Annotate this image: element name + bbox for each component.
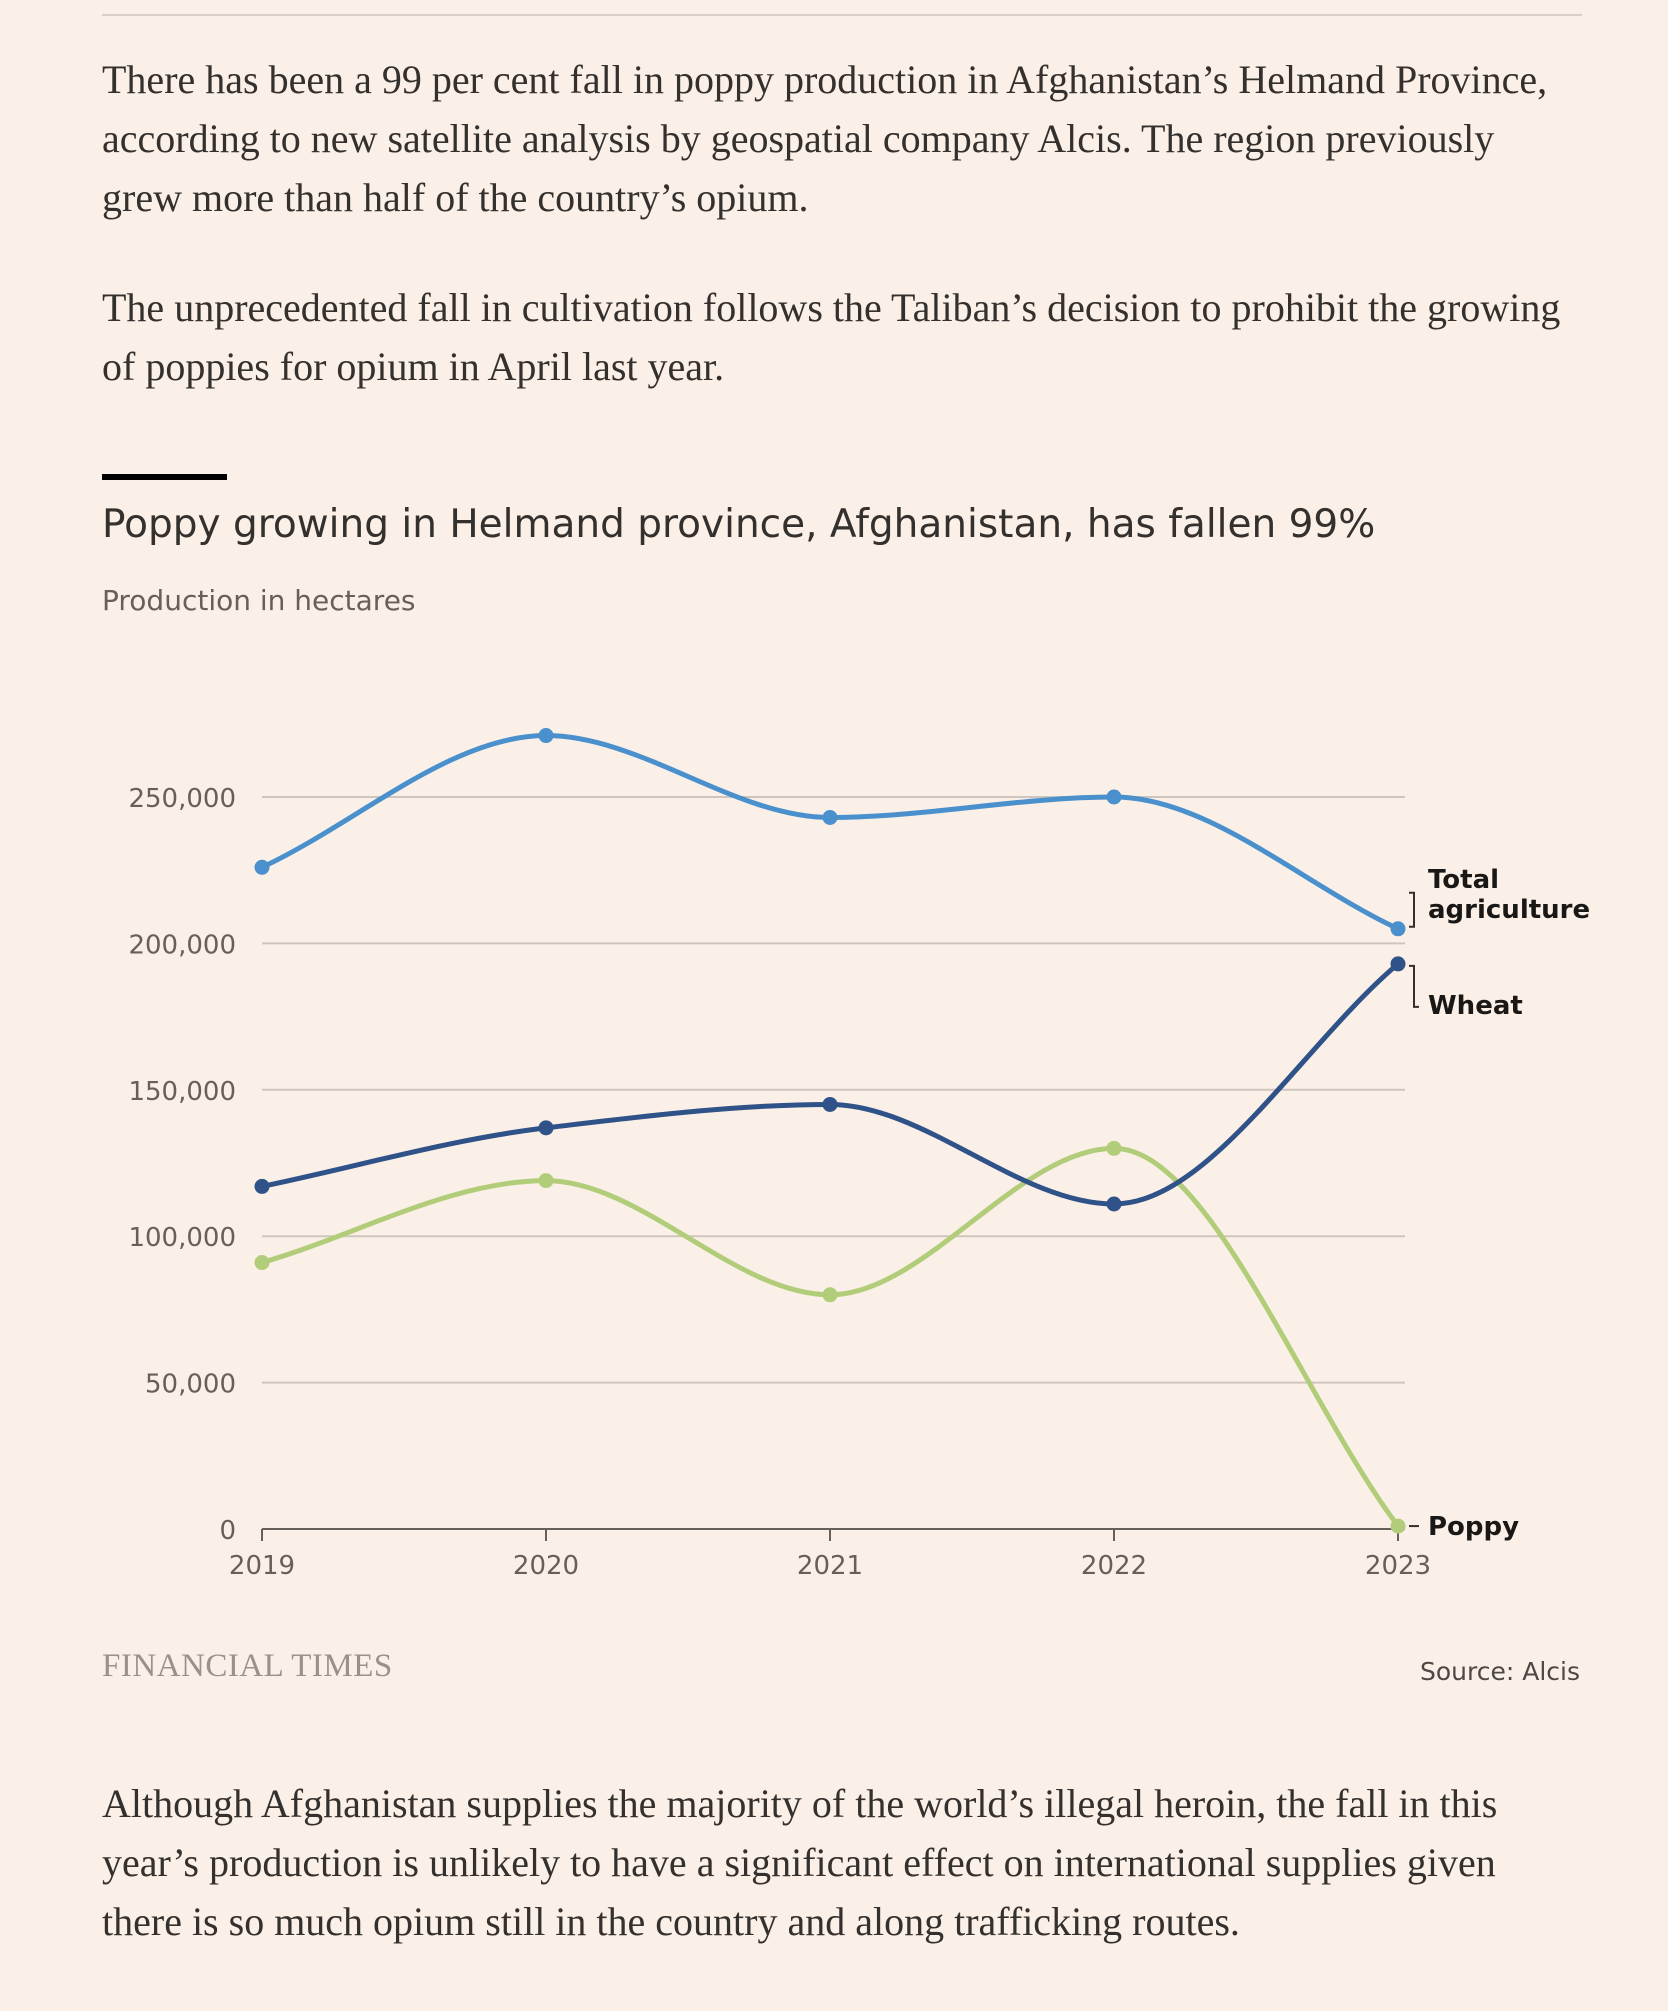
data-point-poppy xyxy=(1390,1518,1406,1534)
y-tick-label: 200,000 xyxy=(128,930,236,960)
x-tick-label: 2020 xyxy=(513,1551,579,1581)
series-label-total-agriculture: agriculture xyxy=(1428,895,1590,925)
top-divider xyxy=(102,14,1582,16)
x-tick-label: 2021 xyxy=(797,1551,863,1581)
x-tick-label: 2022 xyxy=(1081,1551,1147,1581)
label-bracket-total-agriculture xyxy=(1409,891,1415,928)
data-point-total-agriculture xyxy=(538,728,554,744)
data-point-poppy xyxy=(822,1287,838,1303)
label-bracket-wheat xyxy=(1409,964,1419,1008)
series-label-total-agriculture: Total xyxy=(1428,865,1499,895)
data-point-total-agriculture xyxy=(1106,789,1122,805)
data-point-total-agriculture xyxy=(1390,921,1406,937)
y-tick-label: 250,000 xyxy=(128,784,236,814)
chart-title: Poppy growing in Helmand province, Afgha… xyxy=(102,502,1376,547)
data-point-wheat xyxy=(1390,956,1406,972)
y-tick-label: 50,000 xyxy=(145,1370,236,1400)
data-point-poppy xyxy=(254,1255,270,1271)
chart-source: Source: Alcis xyxy=(1420,1657,1580,1686)
y-tick-label: 100,000 xyxy=(128,1223,236,1253)
series-line-wheat xyxy=(259,961,1401,1207)
x-tick-label: 2023 xyxy=(1365,1551,1431,1581)
series-label-wheat: Wheat xyxy=(1428,991,1523,1021)
data-point-wheat xyxy=(822,1096,838,1112)
data-point-poppy xyxy=(1106,1140,1122,1156)
series-line-poppy xyxy=(259,1145,1401,1529)
x-tick-label: 2019 xyxy=(229,1551,295,1581)
data-point-total-agriculture xyxy=(254,859,270,875)
data-point-poppy xyxy=(538,1173,554,1189)
series-line-total-agriculture xyxy=(259,733,1401,932)
data-point-wheat xyxy=(1106,1196,1122,1212)
second-paragraph: The unprecedented fall in cultivation fo… xyxy=(102,285,1561,389)
chart-header-bar xyxy=(102,474,227,480)
y-tick-label: 0 xyxy=(219,1516,236,1546)
chart-subtitle: Production in hectares xyxy=(102,584,416,617)
data-point-total-agriculture xyxy=(822,809,838,825)
data-point-wheat xyxy=(254,1178,270,1194)
series-label-poppy: Poppy xyxy=(1428,1512,1519,1542)
line-chart: 0 50,000 100,000 150,000 200,000 250,000 2019 2… xyxy=(128,728,1590,1581)
ft-brand-logo: FINANCIAL TIMES xyxy=(102,1648,393,1684)
data-point-wheat xyxy=(538,1120,554,1136)
y-tick-label: 150,000 xyxy=(128,1077,236,1107)
intro-paragraph: There has been a 99 per cent fall in pop… xyxy=(102,57,1548,220)
closing-paragraph: Although Afghanistan supplies the majori… xyxy=(102,1781,1498,1944)
